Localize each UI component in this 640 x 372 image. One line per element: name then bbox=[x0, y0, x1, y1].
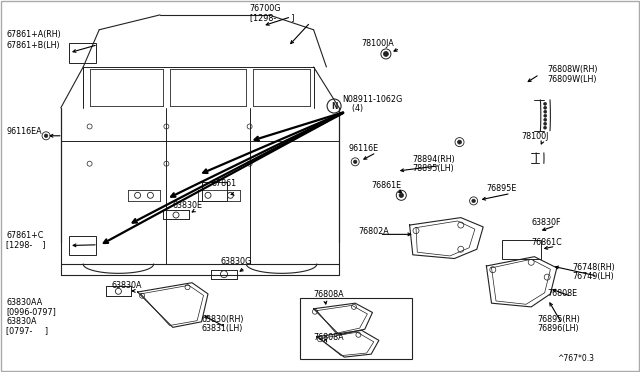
Text: (4): (4) bbox=[342, 105, 364, 113]
Circle shape bbox=[543, 122, 547, 125]
Bar bbox=[202, 182, 227, 201]
Text: 63830A: 63830A bbox=[112, 281, 143, 290]
Text: [0797-     ]: [0797- ] bbox=[6, 326, 49, 335]
Text: 78100JA: 78100JA bbox=[362, 39, 394, 48]
Text: 96116E: 96116E bbox=[349, 144, 379, 153]
Text: 78895(LH): 78895(LH) bbox=[413, 164, 454, 173]
Text: 63830F: 63830F bbox=[531, 218, 561, 227]
Text: 76809W(LH): 76809W(LH) bbox=[547, 75, 596, 84]
Circle shape bbox=[544, 110, 547, 113]
Circle shape bbox=[544, 106, 547, 109]
Text: 78894(RH): 78894(RH) bbox=[413, 155, 456, 164]
Circle shape bbox=[544, 118, 547, 121]
Text: 63831(LH): 63831(LH) bbox=[202, 324, 243, 333]
Circle shape bbox=[353, 160, 357, 164]
Bar bbox=[69, 236, 96, 255]
Text: N: N bbox=[331, 102, 337, 110]
Text: 96116EA: 96116EA bbox=[6, 127, 42, 136]
Text: [1298-    ]: [1298- ] bbox=[6, 240, 46, 249]
Bar bbox=[300, 298, 412, 359]
Text: 76808E: 76808E bbox=[547, 289, 577, 298]
Text: 63830(RH): 63830(RH) bbox=[202, 315, 244, 324]
Text: 76895(RH): 76895(RH) bbox=[538, 315, 580, 324]
Text: 63830E: 63830E bbox=[173, 201, 203, 210]
Text: 76808A: 76808A bbox=[314, 333, 344, 342]
Text: 76802A: 76802A bbox=[358, 227, 389, 236]
Text: 76896(LH): 76896(LH) bbox=[538, 324, 579, 333]
Text: 76808W(RH): 76808W(RH) bbox=[547, 65, 598, 74]
Text: 67861: 67861 bbox=[211, 179, 236, 188]
Text: 63830G: 63830G bbox=[221, 257, 252, 266]
Text: 76861E: 76861E bbox=[371, 181, 401, 190]
Text: 76700G: 76700G bbox=[250, 4, 281, 13]
Circle shape bbox=[472, 199, 476, 203]
Text: N08911-1062G: N08911-1062G bbox=[342, 95, 403, 104]
Text: 67861+B(LH): 67861+B(LH) bbox=[6, 41, 60, 50]
Bar bbox=[69, 43, 96, 63]
Circle shape bbox=[544, 114, 547, 117]
Text: 76749(LH): 76749(LH) bbox=[573, 272, 614, 281]
Text: ^767*0.3: ^767*0.3 bbox=[557, 354, 594, 363]
Text: 67861+A(RH): 67861+A(RH) bbox=[6, 30, 61, 39]
Text: 76748(RH): 76748(RH) bbox=[573, 263, 616, 272]
Text: [1298-      ]: [1298- ] bbox=[250, 13, 294, 22]
Text: 67861+C: 67861+C bbox=[6, 231, 44, 240]
Circle shape bbox=[399, 193, 403, 198]
Text: [0996-0797]: [0996-0797] bbox=[6, 307, 56, 316]
Text: 76808A: 76808A bbox=[314, 291, 344, 299]
Text: 63830AA: 63830AA bbox=[6, 298, 43, 307]
Text: 76861C: 76861C bbox=[531, 238, 562, 247]
Bar bbox=[502, 240, 541, 259]
Text: 76895E: 76895E bbox=[486, 185, 516, 193]
Circle shape bbox=[383, 51, 388, 57]
Text: 78100J: 78100J bbox=[522, 132, 549, 141]
Circle shape bbox=[543, 102, 547, 105]
Circle shape bbox=[44, 134, 48, 138]
Circle shape bbox=[458, 140, 461, 144]
Circle shape bbox=[543, 126, 547, 129]
Text: 63830A: 63830A bbox=[6, 317, 37, 326]
